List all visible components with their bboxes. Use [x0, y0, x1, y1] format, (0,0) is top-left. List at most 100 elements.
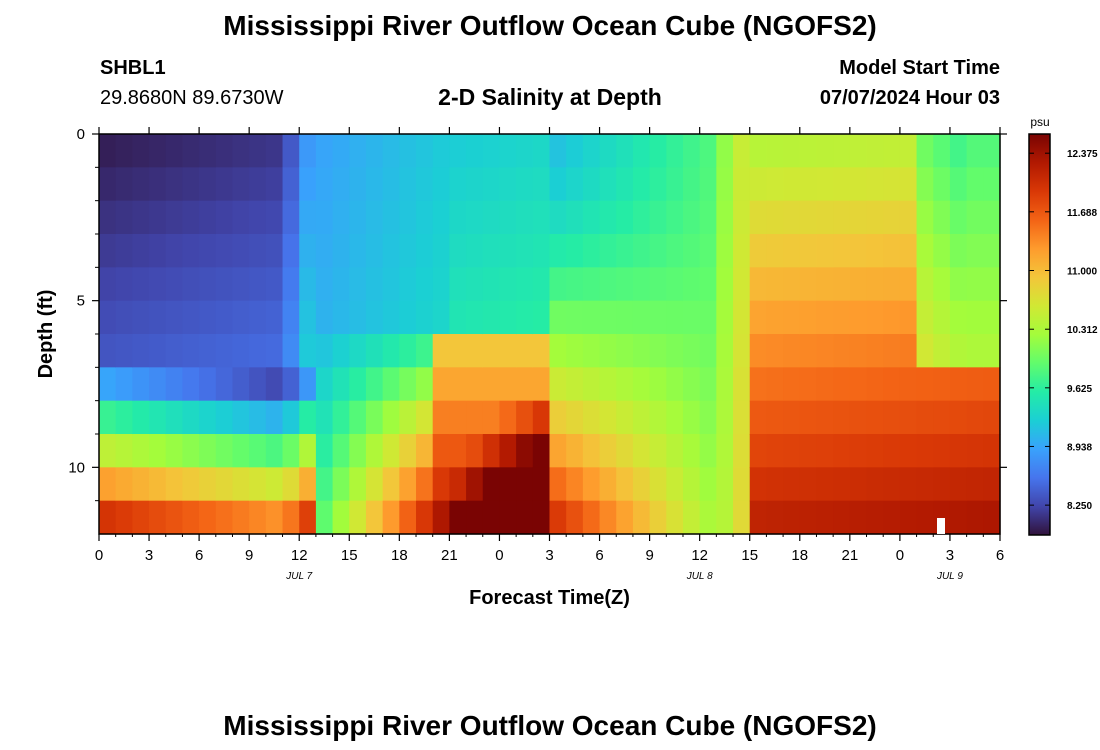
heatmap-cell	[315, 334, 334, 368]
heatmap-cell	[449, 334, 467, 368]
heatmap-cell	[449, 500, 467, 535]
heatmap-cell	[165, 334, 184, 368]
heatmap-cell	[933, 167, 951, 202]
heatmap-cell	[416, 500, 434, 535]
date-label: JUL 8	[686, 571, 713, 582]
heatmap-cell	[649, 434, 667, 468]
heatmap-cell	[466, 134, 484, 168]
x-axis: 0 3 6 9 12 15 18 21 0 3 6 9 12 15 18 21 0 3 6	[95, 127, 1004, 564]
heatmap-cell	[282, 234, 300, 268]
plot-title: 2-D Salinity at Depth	[438, 84, 662, 110]
heatmap-cell	[816, 400, 834, 435]
heatmap-cell	[149, 367, 167, 402]
heatmap-cell	[566, 334, 584, 368]
heatmap-cell	[182, 367, 200, 402]
heatmap-cell	[382, 467, 400, 502]
heatmap-cell	[966, 400, 984, 435]
heatmap-cell	[649, 334, 667, 368]
heatmap-cell	[816, 500, 834, 535]
heatmap-cell	[866, 234, 884, 268]
heatmap-cell	[949, 500, 968, 535]
date-label: JUL 7	[285, 571, 312, 582]
heatmap-cell	[399, 400, 417, 435]
heatmap-cell	[716, 434, 734, 468]
heatmap-cell	[432, 367, 450, 402]
heatmap-cell	[899, 300, 918, 335]
heatmap-cell	[232, 234, 250, 268]
heatmap-cell	[749, 500, 768, 535]
heatmap-cell	[816, 300, 834, 335]
heatmap-cell	[599, 267, 617, 302]
heatmap-cell	[949, 167, 968, 202]
heatmap-cell	[482, 234, 501, 268]
heatmap-cell	[616, 200, 634, 235]
heatmap-cell	[833, 134, 851, 168]
heatmap-cell	[532, 167, 551, 202]
heatmap-cell	[949, 334, 968, 368]
heatmap-cell	[899, 334, 918, 368]
heatmap-cell	[115, 500, 133, 535]
heatmap-cell	[199, 300, 217, 335]
heatmap-cell	[866, 167, 884, 202]
heatmap-cell	[933, 267, 951, 302]
heatmap-cell	[482, 500, 501, 535]
heatmap-cell	[149, 467, 167, 502]
heatmap-cell	[182, 167, 200, 202]
heatmap-cell	[783, 234, 801, 268]
heatmap-cell	[883, 234, 901, 268]
heatmap-cell	[215, 400, 234, 435]
heatmap-cell	[249, 200, 267, 235]
heatmap-cell	[649, 200, 667, 235]
heatmap-cell	[699, 467, 717, 502]
heatmap-cell	[599, 234, 617, 268]
heatmap-cell	[966, 434, 984, 468]
heatmap-cell	[549, 434, 567, 468]
x-tick-label: 9	[645, 547, 653, 564]
heatmap-cell	[749, 434, 768, 468]
heatmap-cell	[365, 334, 384, 368]
heatmap-cell	[916, 300, 934, 335]
heatmap-cell	[949, 300, 968, 335]
heatmap-cell	[115, 334, 133, 368]
heatmap-cell	[582, 434, 601, 468]
heatmap-cell	[349, 400, 367, 435]
heatmap-cell	[499, 367, 517, 402]
heatmap-cell	[432, 400, 450, 435]
heatmap-cell	[666, 467, 684, 502]
colorbar-tick-label: 9.625	[1067, 384, 1092, 395]
heatmap-cell	[299, 334, 317, 368]
heatmap-cell	[766, 400, 784, 435]
heatmap-cell	[632, 500, 651, 535]
heatmap-cell	[232, 500, 250, 535]
heatmap-cell	[199, 434, 217, 468]
heatmap-cell	[532, 300, 551, 335]
heatmap-cell	[482, 400, 501, 435]
heatmap-cell	[182, 134, 200, 168]
heatmap-cell	[449, 167, 467, 202]
heatmap-cell	[249, 234, 267, 268]
heatmap-cell	[899, 367, 918, 402]
heatmap-cell	[833, 434, 851, 468]
heatmap-cell	[449, 434, 467, 468]
heatmap-cell	[249, 434, 267, 468]
heatmap-cell	[649, 267, 667, 302]
heatmap-cell	[699, 434, 717, 468]
heatmap-cell	[99, 434, 117, 468]
heatmap-cell	[582, 400, 601, 435]
heatmap-cell	[983, 434, 1001, 468]
heatmap-cell	[132, 200, 150, 235]
heatmap-cell	[315, 434, 334, 468]
heatmap-cell	[499, 334, 517, 368]
heatmap-cell	[682, 367, 701, 402]
heatmap-cell	[666, 434, 684, 468]
heatmap-cell	[766, 134, 784, 168]
heatmap-cell	[265, 367, 284, 402]
heatmap-cell	[215, 467, 234, 502]
heatmap-cell	[966, 300, 984, 335]
heatmap-cell	[849, 134, 868, 168]
heatmap-cell	[382, 400, 400, 435]
heatmap-cell	[382, 367, 400, 402]
heatmap-cell	[332, 400, 350, 435]
heatmap-cell	[265, 234, 284, 268]
heatmap-cell	[382, 434, 400, 468]
